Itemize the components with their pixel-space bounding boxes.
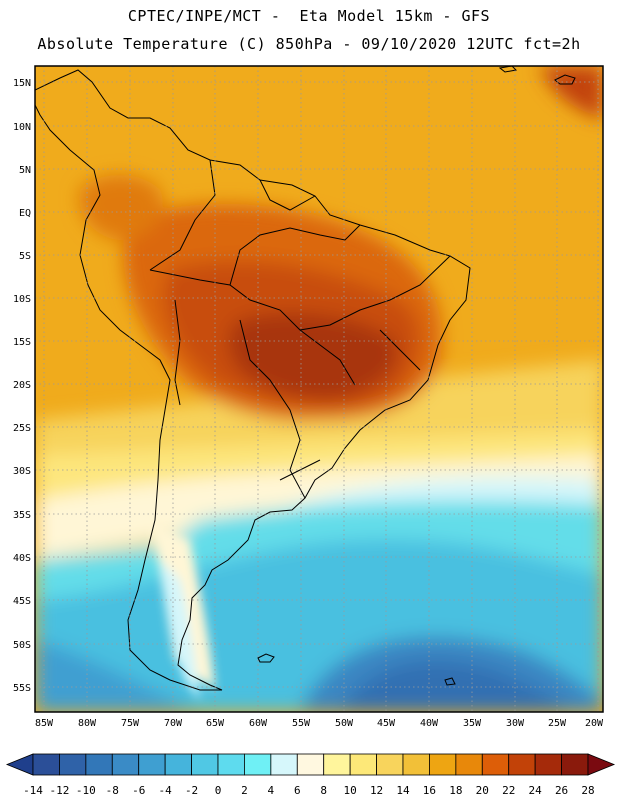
lon-label: 25W: [548, 718, 567, 729]
lon-label: 20W: [585, 718, 604, 729]
map-title-line-1: CPTEC/INPE/MCT - Eta Model 15km - GFS: [127, 7, 491, 25]
colorbar-label: 22: [502, 784, 515, 797]
colorbar-label: 18: [449, 784, 462, 797]
colorbar-label: 14: [396, 784, 410, 797]
colorbar-swatch: [402, 753, 430, 776]
lat-label: 10N: [13, 122, 31, 133]
colorbar: -14 -12 -10 -8 -6 -4 -2 0 2 4 6 8 10 12 14 16 18 20 22 24 26…: [5, 753, 616, 797]
colorbar-swatch: [508, 753, 536, 776]
map-frame: [34, 65, 604, 713]
lat-label: 55S: [13, 683, 31, 694]
lon-label: 60W: [249, 718, 268, 729]
lon-label: 75W: [121, 718, 140, 729]
lon-label: 30W: [506, 718, 525, 729]
lat-label: 5N: [19, 165, 31, 176]
colorbar-label: 16: [423, 784, 436, 797]
colorbar-swatch: [111, 753, 140, 776]
colorbar-label: 10: [344, 784, 357, 797]
lat-label: 15N: [13, 78, 31, 89]
colorbar-swatch: [59, 753, 87, 776]
lat-label: 50S: [13, 640, 31, 651]
colorbar-label: 4: [268, 784, 275, 797]
lon-label: 85W: [35, 718, 54, 729]
lat-label: 25S: [13, 423, 31, 434]
colorbar-swatch: [534, 753, 562, 776]
colorbar-label: 12: [370, 784, 383, 797]
colorbar-swatch: [349, 753, 377, 776]
colorbar-swatch: [561, 753, 589, 776]
lat-label: EQ: [19, 208, 31, 219]
lat-label: 15S: [13, 337, 31, 348]
colorbar-swatch: [217, 753, 245, 776]
colorbar-label: 26: [555, 784, 568, 797]
colorbar-label: 8: [320, 784, 327, 797]
colorbar-swatch: [191, 753, 219, 776]
colorbar-label: 2: [241, 784, 248, 797]
coastline: [35, 69, 471, 691]
colorbar-over-arrow: [587, 753, 616, 776]
lon-label: 65W: [206, 718, 225, 729]
graticule: [35, 66, 603, 712]
lon-label: 80W: [78, 718, 97, 729]
lon-label: 70W: [164, 718, 183, 729]
colorbar-swatch: [85, 753, 113, 776]
colorbar-swatch: [296, 753, 325, 776]
colorbar-swatch: [32, 753, 60, 776]
colorbar-under-arrow: [5, 753, 34, 776]
colorbar-swatch: [455, 753, 483, 776]
colorbar-label: 0: [215, 784, 222, 797]
colorbar-label: -6: [132, 784, 145, 797]
colorbar-swatch: [138, 753, 166, 776]
colorbar-label: -14: [23, 784, 43, 797]
lon-label: 35W: [463, 718, 482, 729]
lon-label: 45W: [377, 718, 396, 729]
temperature-field: [35, 66, 603, 712]
lat-label: 20S: [13, 380, 31, 391]
colorbar-label: 24: [529, 784, 543, 797]
colorbar-label: 28: [581, 784, 594, 797]
colorbar-swatch: [481, 753, 510, 776]
colorbar-label: -4: [159, 784, 173, 797]
lat-label: 45S: [13, 596, 31, 607]
lon-label: 50W: [335, 718, 354, 729]
lon-label: 55W: [292, 718, 311, 729]
colorbar-swatch: [244, 753, 272, 776]
map-title-line-2: Absolute Temperature (C) 850hPa - 09/10/…: [37, 35, 581, 53]
colorbar-swatch: [429, 753, 457, 776]
lat-label: 30S: [13, 466, 31, 477]
colorbar-swatch: [323, 753, 351, 776]
lat-label: 10S: [13, 294, 31, 305]
colorbar-label: -8: [106, 784, 119, 797]
colorbar-swatch: [270, 753, 298, 776]
colorbar-label: 6: [294, 784, 301, 797]
colorbar-swatch: [164, 753, 192, 776]
colorbar-label: 20: [476, 784, 489, 797]
lat-label: 5S: [19, 251, 31, 262]
lat-label: 40S: [13, 553, 31, 564]
colorbar-label: -10: [76, 784, 96, 797]
lat-label: 35S: [13, 510, 31, 521]
colorbar-label: -2: [185, 784, 198, 797]
colorbar-label: -12: [49, 784, 69, 797]
lon-label: 40W: [420, 718, 439, 729]
colorbar-swatch: [376, 753, 404, 776]
